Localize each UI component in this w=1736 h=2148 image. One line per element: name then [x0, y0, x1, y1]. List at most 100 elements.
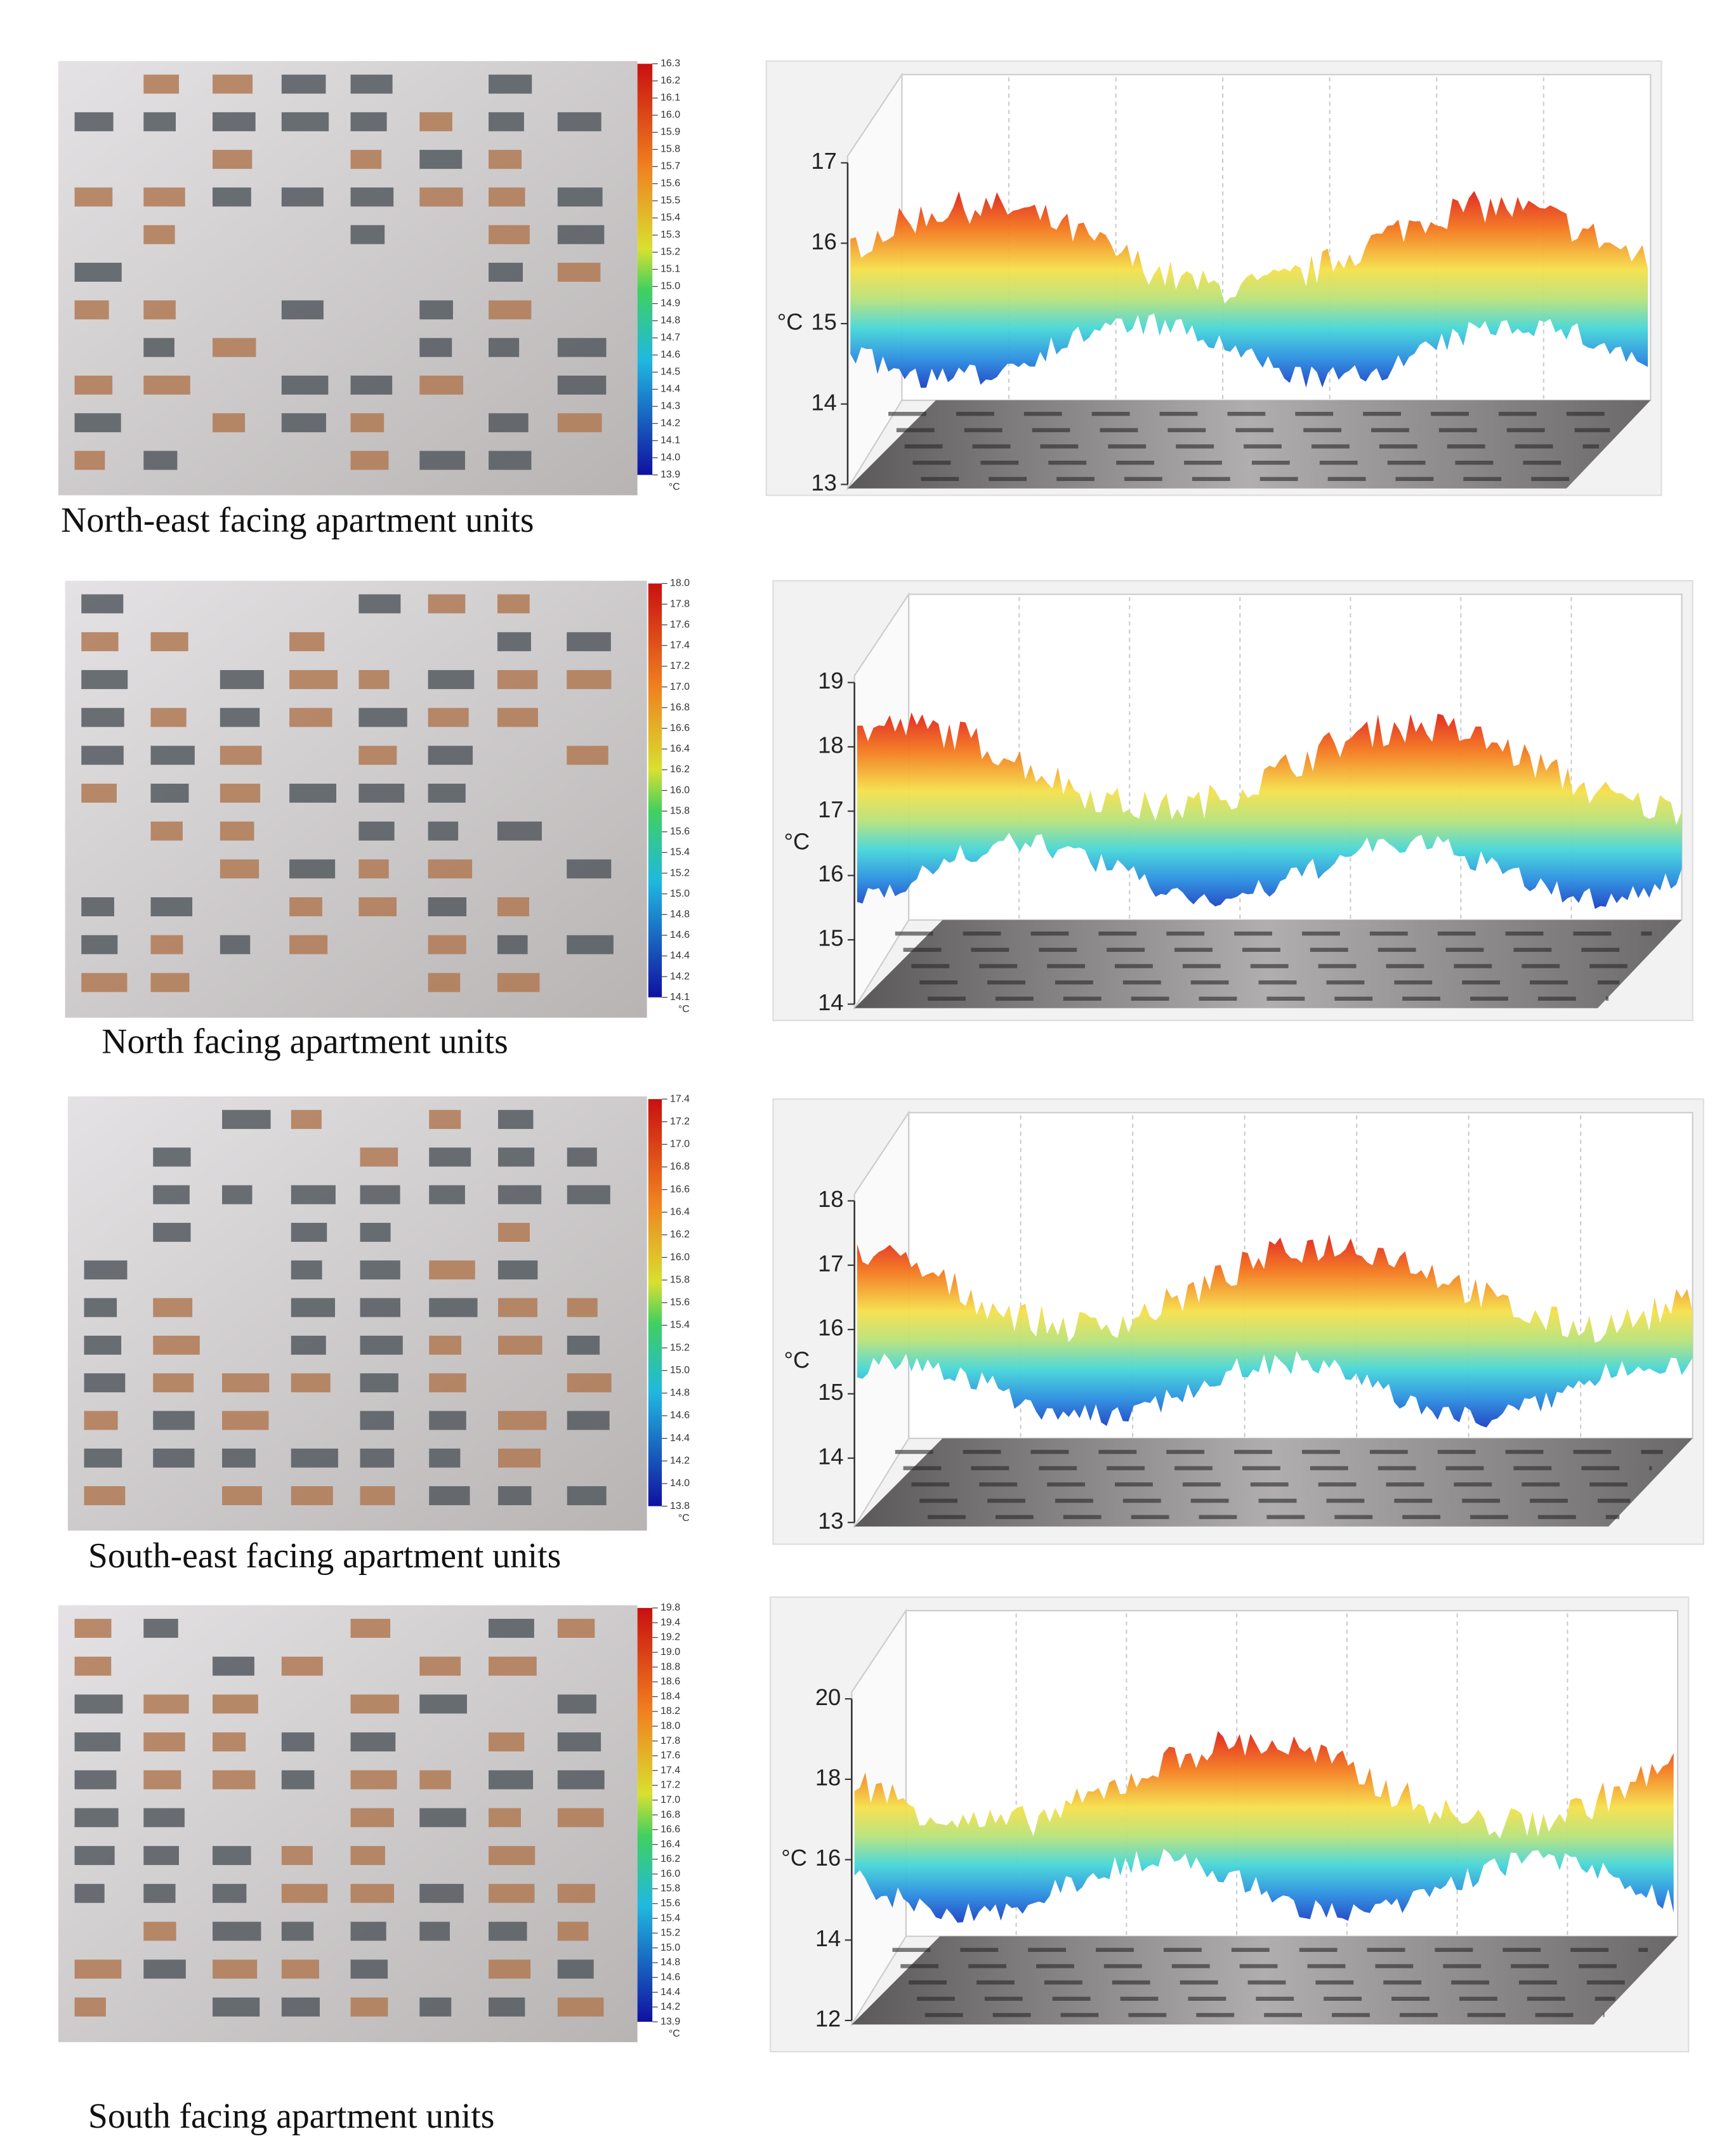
- photo-window: [143, 1921, 176, 1941]
- colorbar-tick-label: 16.0: [670, 784, 690, 796]
- colorbar-tick-label: 17.0: [670, 1138, 690, 1150]
- photo-window: [567, 1298, 598, 1317]
- colorbar-tick-label: 15.2: [670, 1341, 690, 1353]
- colorbar-tick-label: 16.2: [670, 1229, 690, 1240]
- y-tick-label: 20: [815, 1684, 841, 1710]
- photo-window: [143, 1883, 176, 1903]
- photo-window: [567, 669, 612, 689]
- colorbar-unit: °C: [669, 2028, 680, 2039]
- photo-window: [74, 375, 113, 395]
- y-tick-label: 13: [811, 470, 836, 496]
- colorbar-tick-label: 15.3: [661, 229, 680, 240]
- photo-window: [557, 1883, 595, 1903]
- photo-window: [350, 1732, 396, 1752]
- colorbar-tick-label: 16.4: [661, 1838, 680, 1850]
- photo-window: [358, 821, 395, 841]
- photo-window: [419, 1883, 464, 1903]
- photo-window: [428, 821, 459, 841]
- photo-window: [84, 1448, 122, 1468]
- photo-window: [489, 1732, 525, 1752]
- photo-window: [350, 225, 385, 244]
- colorbar-tick-label: 15.4: [661, 1912, 680, 1923]
- colorbar-tick-label: 17.4: [661, 1764, 680, 1776]
- photo-window: [429, 1486, 470, 1506]
- colorbar-tick-label: 17.2: [670, 1116, 690, 1127]
- photo-window: [350, 451, 389, 470]
- photo-window: [220, 708, 260, 727]
- colorbar-tick-label: 14.2: [670, 1455, 690, 1466]
- temperature-surface: [857, 712, 1682, 909]
- photo-window: [81, 669, 128, 689]
- photo-window: [557, 187, 603, 207]
- photo-window: [358, 746, 397, 765]
- y-axis-unit: °C: [781, 1845, 807, 1871]
- colorbar-tick-label: 14.9: [661, 298, 680, 309]
- colorbar-tick-label: 15.9: [661, 126, 680, 138]
- colorbar-tick-label: 18.8: [661, 1661, 680, 1672]
- photo-window: [213, 74, 253, 94]
- colorbar-tick-label: 14.8: [670, 908, 690, 919]
- photo-window: [557, 1997, 604, 2017]
- photo-window: [281, 1656, 323, 1676]
- photo-window: [289, 897, 322, 916]
- colorbar-tick-label: 14.3: [661, 400, 680, 412]
- photo-window: [419, 1921, 450, 1941]
- photo-window: [81, 594, 124, 614]
- photo-window: [74, 1770, 117, 1789]
- photo-window: [567, 632, 611, 652]
- y-tick-label: 17: [811, 148, 836, 174]
- photo-window: [84, 1335, 122, 1355]
- photo-window: [557, 1921, 589, 1941]
- colorbar-tick-label: 15.0: [661, 280, 680, 292]
- photo-window: [213, 1883, 247, 1903]
- photo-window: [428, 935, 466, 954]
- colorbar-tick-label: 15.2: [661, 246, 680, 258]
- caption: South facing apartment units: [88, 2097, 494, 2136]
- photo-window: [74, 1997, 106, 2017]
- photo-window: [143, 74, 179, 94]
- photo-window: [281, 1960, 319, 1979]
- photo-window: [213, 1921, 261, 1941]
- colorbar-unit: °C: [678, 1003, 690, 1015]
- photo-window: [143, 1619, 178, 1638]
- colorbar-tick-label: 13.8: [670, 1500, 690, 1512]
- photo-window: [419, 1694, 467, 1714]
- colorbar-tick-label: 16.0: [661, 109, 680, 121]
- photo-window: [567, 1147, 597, 1167]
- colorbar-tick-label: 15.6: [661, 1897, 680, 1909]
- caption: North-east facing apartment units: [61, 501, 534, 540]
- colorbar-tick-label: 15.8: [661, 1883, 680, 1894]
- colorbar-tick-label: 17.8: [670, 598, 690, 609]
- photo-window: [419, 375, 464, 395]
- colorbar-tick-label: 16.2: [661, 75, 680, 86]
- photo-window: [497, 897, 530, 916]
- colorbar-tick-label: 18.4: [661, 1690, 680, 1702]
- photo-window: [567, 1185, 610, 1204]
- photo-window: [428, 859, 473, 879]
- photo-window: [489, 225, 530, 244]
- photo-window: [289, 935, 328, 954]
- photo-window: [222, 1110, 271, 1130]
- photo-window: [213, 1732, 246, 1752]
- photo-window: [489, 112, 524, 131]
- photo-window: [291, 1486, 333, 1506]
- colorbar-tick-label: 19.4: [661, 1616, 680, 1628]
- photo-window: [350, 1960, 388, 1979]
- photo-window: [489, 1960, 531, 1979]
- photo-window: [74, 413, 121, 433]
- photo-window: [489, 1921, 527, 1941]
- y-tick-label: 15: [818, 925, 843, 951]
- photo-window: [489, 74, 532, 94]
- colorbar-tick-label: 16.3: [661, 58, 680, 69]
- photo-window: [281, 187, 324, 207]
- caption: South-east facing apartment units: [88, 1536, 561, 1576]
- colorbar-tick-label: 15.1: [661, 263, 680, 275]
- colorbar-tick-label: 16.8: [670, 1161, 690, 1172]
- photo-window: [360, 1411, 394, 1430]
- photo-window: [489, 451, 532, 470]
- colorbar-tick-label: 18.2: [661, 1705, 680, 1716]
- colorbar-tick-label: 16.2: [670, 763, 690, 775]
- colorbar-tick-label: 17.2: [670, 660, 690, 671]
- photo-window: [281, 1732, 315, 1752]
